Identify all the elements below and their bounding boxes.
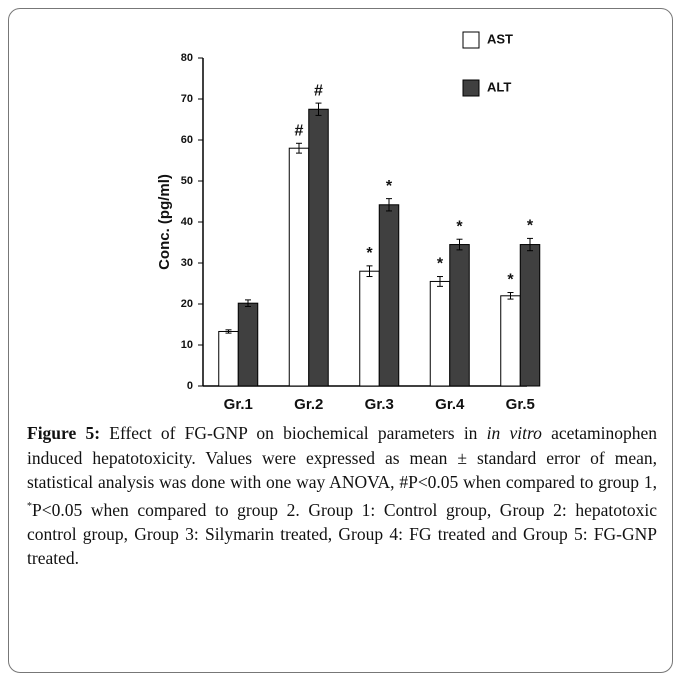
legend-swatch bbox=[462, 31, 480, 49]
caption-italic: in vitro bbox=[486, 423, 542, 443]
bar bbox=[500, 295, 521, 387]
significance-marker: * bbox=[386, 178, 393, 195]
bar bbox=[308, 108, 329, 387]
y-axis-label: Conc. (pg/ml) bbox=[156, 174, 173, 270]
significance-marker: * bbox=[437, 256, 444, 273]
legend-label: ALT bbox=[487, 79, 511, 94]
significance-marker: * bbox=[507, 272, 514, 289]
caption-label: Figure 5: bbox=[27, 423, 101, 443]
caption-sup: * bbox=[27, 500, 32, 512]
significance-marker: * bbox=[456, 218, 463, 235]
bar bbox=[378, 204, 400, 387]
caption-text: acetaminophen induced hepatotoxicity. Va… bbox=[27, 423, 658, 492]
y-tick-label: 0 bbox=[187, 380, 193, 392]
caption-text: P<0.05 when compared to group 2. Group 1… bbox=[27, 499, 657, 569]
y-tick-label: 70 bbox=[181, 93, 193, 105]
bar bbox=[519, 244, 541, 387]
x-tick-label: Gr.4 bbox=[435, 396, 465, 413]
legend-label: AST bbox=[487, 31, 513, 46]
y-tick-label: 30 bbox=[181, 257, 193, 269]
chart: Conc. (pg/ml) 0 10 20 30 40 50 60 70 80 Gr.1 Gr.2 #… bbox=[156, 31, 541, 413]
bar bbox=[429, 280, 451, 387]
y-tick-label: 40 bbox=[181, 216, 193, 228]
bar bbox=[449, 244, 470, 387]
significance-marker: * bbox=[527, 218, 534, 235]
x-tick-label: Gr.1 bbox=[224, 396, 253, 413]
bar bbox=[237, 302, 259, 387]
bar bbox=[359, 270, 380, 387]
significance-marker: * bbox=[366, 245, 373, 262]
y-tick-label: 20 bbox=[181, 298, 193, 310]
caption-text: Effect of FG-GNP on biochemical paramete… bbox=[100, 423, 487, 443]
caption: Figure 5: Effect of FG-GNP on biochemica… bbox=[27, 421, 657, 571]
y-tick-label: 80 bbox=[181, 52, 193, 64]
y-tick-label: 60 bbox=[181, 134, 193, 146]
significance-marker: # bbox=[314, 82, 323, 99]
y-tick-label: 10 bbox=[181, 339, 193, 351]
legend-swatch bbox=[462, 79, 480, 97]
x-tick-label: Gr.2 bbox=[294, 396, 323, 413]
x-tick-label: Gr.3 bbox=[365, 396, 394, 413]
x-tick-label: Gr.5 bbox=[506, 396, 535, 413]
bar bbox=[218, 330, 239, 387]
y-tick-label: 50 bbox=[181, 175, 193, 187]
significance-marker: # bbox=[295, 122, 304, 139]
figure-frame bbox=[8, 8, 673, 673]
bar bbox=[288, 147, 310, 387]
